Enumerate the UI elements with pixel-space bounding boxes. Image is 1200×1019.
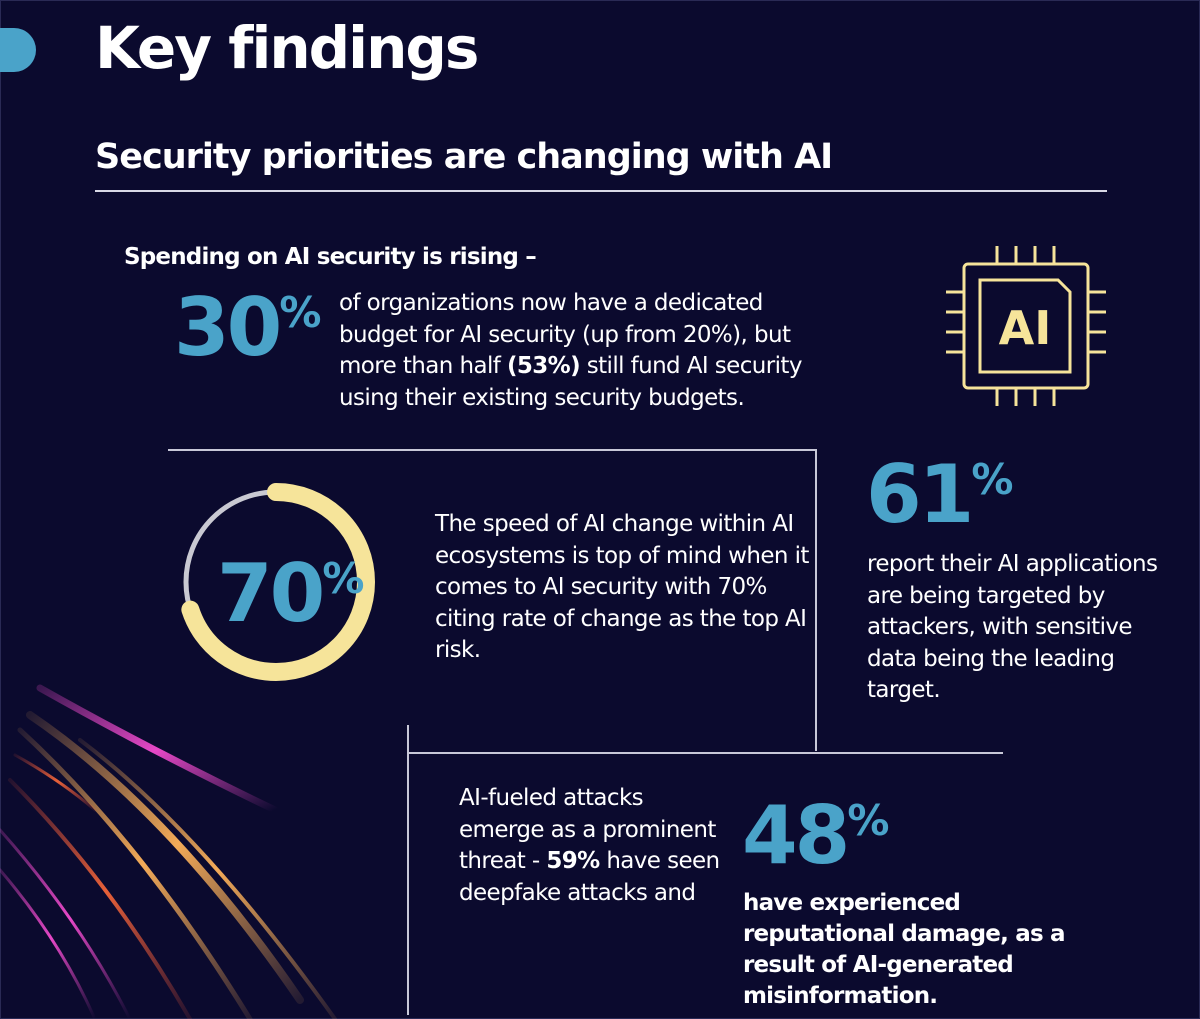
ai-chip-label: AI: [999, 301, 1052, 355]
stat-unit: %: [847, 796, 890, 845]
stat-70-percent: 70%: [217, 554, 364, 634]
speed-description: The speed of AI change within AI ecosyst…: [435, 511, 809, 663]
stat-number: 30: [174, 281, 282, 374]
stat-unit: %: [971, 455, 1014, 504]
section-marker: [0, 28, 36, 72]
stat-61-percent: 61%: [866, 455, 1013, 535]
stat-number: 70: [217, 547, 325, 640]
divider-horizontal-2: [407, 752, 1003, 754]
stat-48-percent: 48%: [742, 796, 889, 876]
stat-unit: %: [279, 288, 322, 337]
reputation-description: have experienced reputational damage, as…: [743, 890, 1066, 1009]
header-divider: [95, 190, 1107, 192]
stat-unit: %: [322, 554, 365, 603]
ai-chip-icon: AI: [946, 246, 1106, 406]
divider-horizontal-1: [168, 449, 816, 451]
stat-number: 61: [866, 448, 974, 541]
progress-ring: [177, 483, 375, 681]
section-subtitle: Security priorities are changing with AI: [95, 137, 833, 177]
divider-vertical-right: [815, 449, 817, 751]
stat-number: 48: [742, 789, 850, 882]
divider-vertical-left: [407, 725, 409, 1015]
page-title: Key findings: [95, 14, 479, 82]
decorative-light-streaks: [0, 684, 337, 1019]
spending-lead: Spending on AI security is rising –: [124, 244, 537, 270]
spending-description: of organizations now have a dedicated bu…: [339, 290, 802, 411]
stat-30-percent: 30%: [174, 288, 321, 368]
targeted-description: report their AI applications are being t…: [867, 551, 1158, 703]
attacks-description: AI-fueled attacks emerge as a prominent …: [459, 785, 720, 906]
ring-fill: [177, 483, 375, 681]
